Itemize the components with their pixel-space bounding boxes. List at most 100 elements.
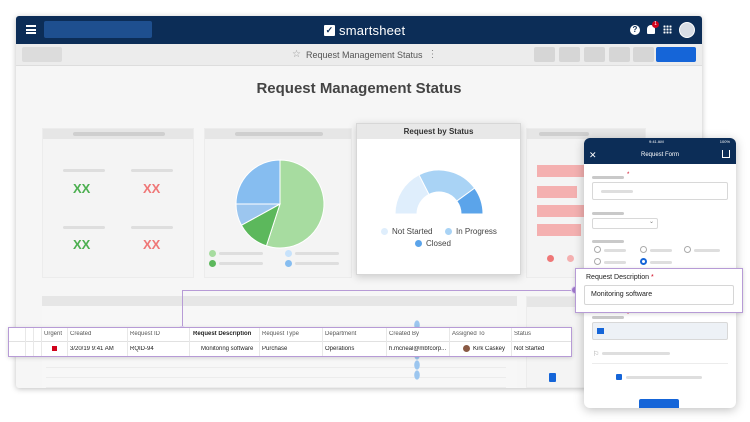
submit-button[interactable]	[639, 399, 679, 408]
status-gauge-chart	[394, 169, 484, 215]
legend-dot	[567, 255, 574, 262]
avatar[interactable]	[679, 22, 695, 38]
app-launcher-icon[interactable]	[663, 25, 672, 34]
required-marker: *	[627, 172, 630, 178]
checkbox-checked[interactable]	[616, 374, 622, 380]
legend-dot	[285, 260, 292, 267]
legend-dot	[547, 255, 554, 262]
connector-line	[182, 290, 183, 330]
legend-dot	[209, 260, 216, 267]
status-chart-title: Request by Status	[357, 124, 520, 139]
search-input[interactable]	[44, 21, 152, 38]
table-row	[46, 359, 506, 368]
column-header-assigned-to[interactable]: Assigned To	[452, 331, 485, 337]
panel-header	[43, 129, 193, 139]
notification-bell-icon[interactable]	[647, 25, 655, 34]
column-header-request-id[interactable]: Request ID	[130, 331, 161, 337]
form-dropdown[interactable]: ⌄	[592, 218, 658, 229]
bar	[537, 205, 585, 217]
metric-value: XX	[73, 181, 91, 196]
toolbar-button[interactable]	[609, 47, 630, 62]
share-button[interactable]	[656, 47, 696, 62]
column-header-status[interactable]: Status	[514, 331, 532, 337]
toolbar-left-button[interactable]	[22, 47, 62, 62]
radio-option-selected[interactable]	[640, 258, 647, 265]
pie-chart-panel	[204, 128, 352, 278]
toolbar-button[interactable]	[534, 47, 555, 62]
pie-slice	[235, 159, 281, 205]
legend-item-not-started: Not Started	[381, 227, 432, 236]
table-row	[46, 379, 506, 388]
table-row	[46, 369, 506, 378]
user-avatar-icon	[463, 345, 470, 352]
request-description-input[interactable]: Monitoring software	[584, 285, 734, 305]
legend-label: Closed	[426, 239, 451, 248]
help-icon[interactable]: ?	[630, 25, 640, 35]
cell-assigned-to[interactable]: Kirk Caskey	[473, 346, 506, 352]
star-icon[interactable]: ☆	[292, 49, 301, 60]
form-text-field[interactable]	[592, 182, 728, 200]
legend-swatch	[381, 228, 388, 235]
menu-icon[interactable]	[26, 25, 36, 34]
required-marker: *	[627, 312, 630, 318]
pie-chart	[235, 159, 325, 249]
metric-value: XX	[73, 237, 91, 252]
request-description-callout: Request Description * Monitoring softwar…	[575, 268, 743, 313]
radio-option[interactable]	[640, 246, 647, 253]
column-header-department[interactable]: Department	[325, 331, 357, 337]
sheet-toolbar: ☆ Request Management Status ⋮	[16, 44, 702, 66]
brand-name: smartsheet	[339, 22, 406, 38]
smartsheet-logo-icon: ✓	[324, 24, 335, 36]
legend-label: In Progress	[456, 227, 497, 236]
radio-option[interactable]	[594, 258, 601, 265]
radio-option[interactable]	[594, 246, 601, 253]
status-chart-card: Request by Status Not Started In Progres…	[356, 123, 521, 275]
connector-line	[182, 290, 576, 291]
toolbar-button[interactable]	[559, 47, 580, 62]
close-icon[interactable]: ✕	[589, 150, 597, 160]
gauge-segment	[456, 187, 484, 215]
column-header-created-by[interactable]: Created By	[389, 331, 420, 337]
toolbar-button[interactable]	[584, 47, 605, 62]
cell-request-id[interactable]: RQID-94	[130, 346, 154, 352]
highlighted-grid-row: Urgent Created Request ID Request Descri…	[8, 327, 572, 357]
column-header-request-type[interactable]: Request Type	[262, 331, 299, 337]
panel-header	[527, 129, 645, 139]
pie-slice	[265, 159, 325, 249]
bar	[537, 165, 585, 177]
column-header-created[interactable]: Created	[70, 331, 92, 337]
toolbar-button[interactable]	[633, 47, 654, 62]
cell-created[interactable]: 3/20/19 9:41 AM	[70, 346, 114, 352]
cell-created-by[interactable]: h.mcneal@mbfcorp...	[389, 346, 447, 352]
cell-department[interactable]: Operations	[325, 346, 355, 352]
request-description-label: Request Description *	[586, 274, 654, 281]
legend-item-in-progress: In Progress	[445, 227, 497, 236]
brand-logo: ✓ smartsheet	[324, 22, 405, 38]
date-field[interactable]	[592, 322, 728, 340]
cell-status[interactable]: Not Started	[514, 346, 545, 352]
mobile-form-title: Request Form	[640, 152, 679, 158]
callout-label-text: Request Description	[586, 274, 650, 281]
cell-request-type[interactable]: Purchase	[262, 346, 288, 352]
share-icon[interactable]	[722, 150, 730, 158]
legend-swatch	[415, 240, 422, 247]
column-header-urgent[interactable]: Urgent	[44, 331, 63, 337]
notification-badge: 1	[652, 21, 659, 28]
required-marker: *	[650, 274, 654, 281]
top-navigation-bar: ✓ smartsheet ? 1	[16, 16, 702, 44]
metric-value: XX	[143, 237, 161, 252]
kebab-menu-icon[interactable]: ⋮	[427, 49, 438, 60]
document-icon	[549, 373, 556, 382]
metric-value: XX	[143, 181, 161, 196]
cell-request-description[interactable]: Monitoring software	[201, 346, 254, 352]
radio-option[interactable]	[684, 246, 691, 253]
column-header-request-description[interactable]: Request Description	[193, 331, 252, 337]
flag-outline-icon[interactable]: ⚐	[593, 351, 600, 358]
flag-icon[interactable]	[52, 346, 57, 351]
metrics-panel: XX XX XX XX	[42, 128, 194, 278]
legend-swatch	[445, 228, 452, 235]
phone-time: 9:41 AM	[649, 139, 664, 144]
legend-dot	[209, 250, 216, 257]
grid-panel-header	[42, 296, 517, 306]
